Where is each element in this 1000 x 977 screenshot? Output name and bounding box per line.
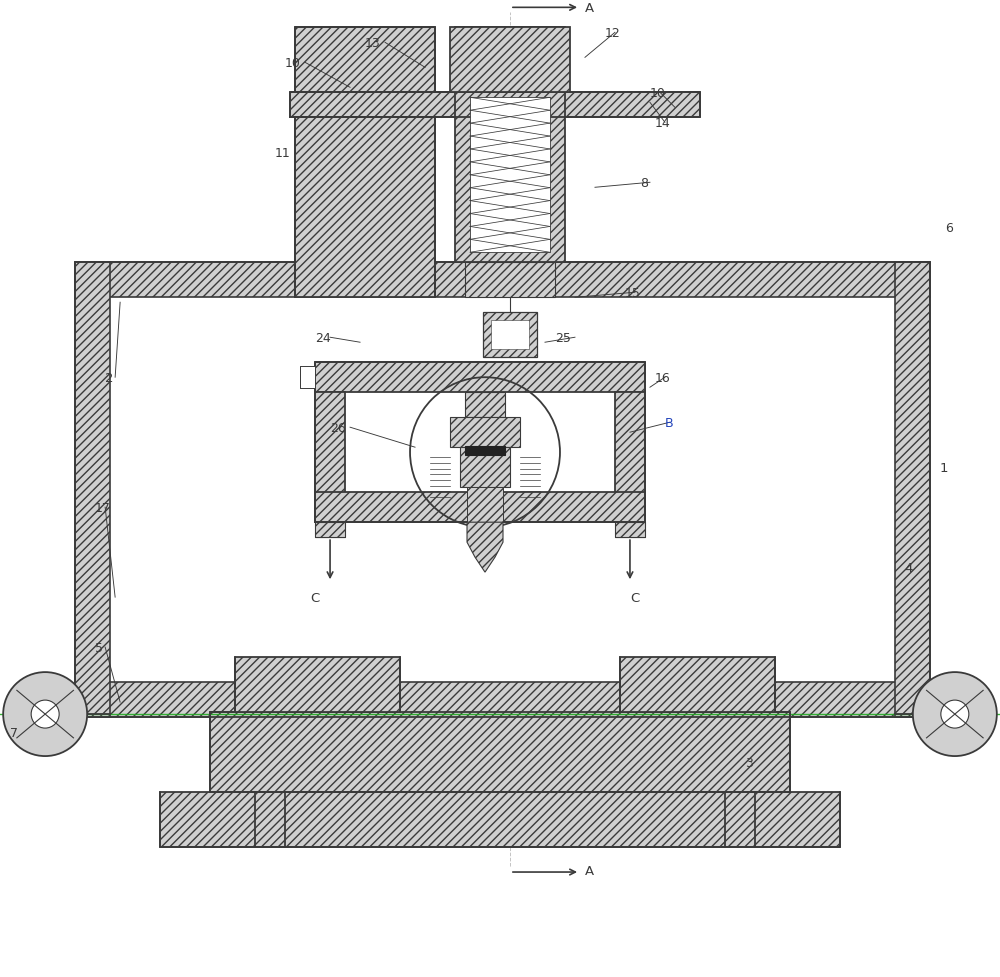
Text: 24: 24 — [315, 331, 331, 344]
Bar — [210, 712, 790, 792]
Bar — [465, 393, 505, 418]
Text: 1: 1 — [940, 461, 948, 474]
Bar — [300, 366, 315, 389]
Text: 25: 25 — [555, 331, 571, 344]
Bar — [75, 263, 930, 298]
Text: 2: 2 — [105, 371, 114, 384]
Polygon shape — [467, 523, 503, 573]
Bar — [491, 320, 529, 350]
Bar — [615, 523, 645, 537]
Bar — [110, 298, 895, 682]
Bar — [400, 658, 620, 712]
Text: 12: 12 — [605, 26, 621, 40]
Text: 15: 15 — [625, 286, 641, 299]
Text: 26: 26 — [330, 421, 346, 434]
Bar — [620, 658, 775, 712]
Bar — [455, 28, 565, 263]
Text: 13: 13 — [365, 37, 381, 50]
Bar — [465, 446, 505, 455]
Circle shape — [3, 672, 87, 756]
Text: 10: 10 — [650, 87, 666, 100]
Bar — [75, 682, 930, 717]
Bar — [295, 118, 435, 298]
Text: 8: 8 — [640, 177, 648, 190]
Bar — [470, 99, 550, 253]
Circle shape — [31, 701, 59, 728]
Text: 16: 16 — [655, 371, 671, 384]
Text: 3: 3 — [745, 756, 753, 769]
Bar — [295, 28, 435, 93]
Text: 7: 7 — [10, 726, 18, 739]
Bar — [315, 523, 345, 537]
Text: 6: 6 — [945, 222, 953, 234]
Bar — [465, 263, 555, 298]
Bar — [160, 792, 840, 847]
Bar — [180, 802, 820, 837]
Bar — [290, 93, 700, 118]
Text: B: B — [665, 416, 674, 429]
Bar — [895, 263, 930, 717]
Bar — [467, 488, 503, 523]
Text: C: C — [630, 591, 640, 604]
Bar — [460, 447, 510, 488]
Text: 11: 11 — [275, 147, 291, 159]
Text: C: C — [310, 591, 320, 604]
Text: 17: 17 — [95, 501, 111, 514]
Bar — [483, 313, 537, 358]
Text: 14: 14 — [655, 116, 671, 130]
Bar — [315, 362, 645, 393]
Text: 4: 4 — [905, 561, 913, 574]
Bar — [75, 263, 110, 717]
Text: 10: 10 — [285, 57, 301, 69]
Circle shape — [913, 672, 997, 756]
Bar — [235, 658, 400, 712]
Text: A: A — [585, 864, 594, 876]
Text: A: A — [585, 2, 594, 15]
Text: 5: 5 — [95, 641, 103, 654]
Bar — [315, 393, 345, 523]
Bar — [450, 28, 570, 93]
Bar — [345, 393, 615, 492]
Bar — [615, 393, 645, 523]
Bar — [450, 418, 520, 447]
Bar — [315, 492, 645, 523]
Circle shape — [941, 701, 969, 728]
